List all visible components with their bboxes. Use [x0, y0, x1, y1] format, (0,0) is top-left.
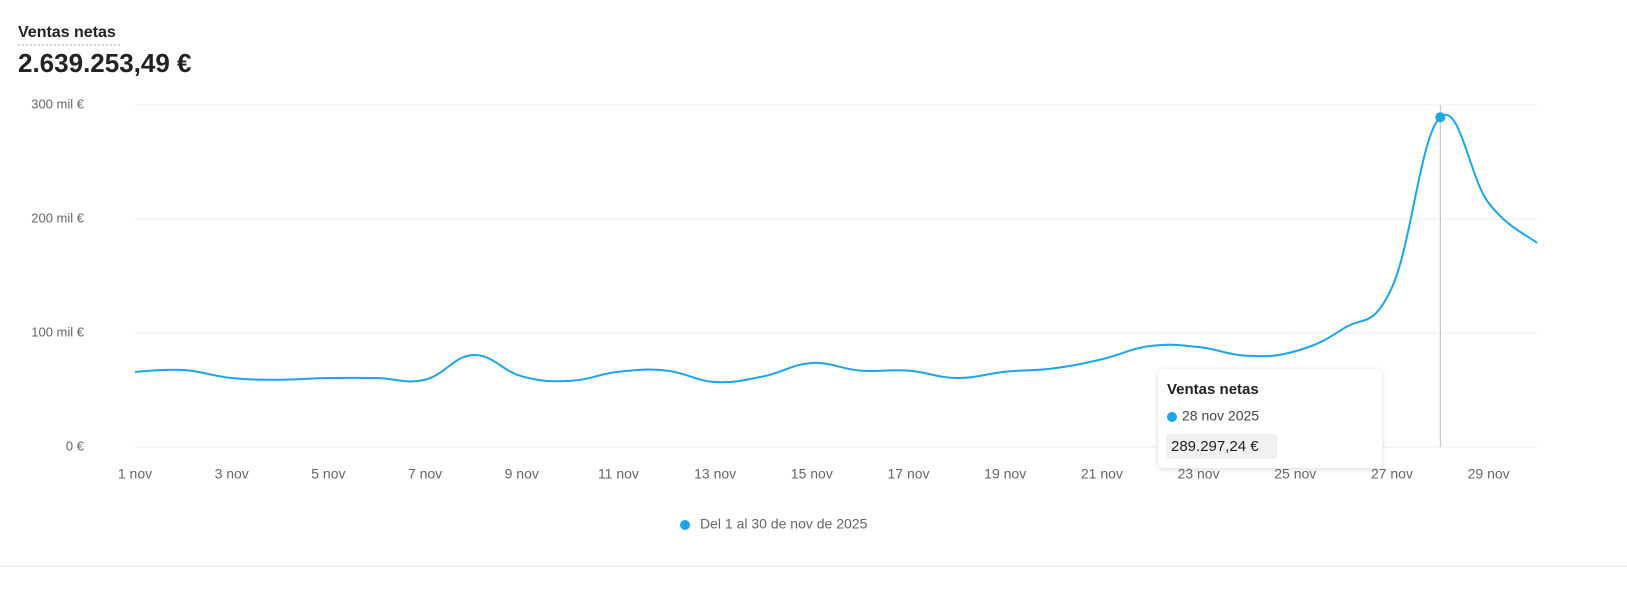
x-tick-label: 1 nov: [118, 466, 152, 482]
x-tick-label: 3 nov: [215, 466, 249, 482]
x-tick-label: 17 nov: [887, 466, 929, 482]
y-tick-label: 0 €: [66, 438, 85, 453]
x-tick-label: 7 nov: [408, 466, 442, 482]
x-tick-label: 23 nov: [1178, 466, 1220, 482]
line-series: [134, 113, 1538, 384]
y-tick-label: 300 mil €: [31, 96, 85, 111]
y-tick-label: 100 mil €: [31, 324, 85, 339]
x-tick-label: 13 nov: [694, 466, 736, 482]
tooltip-date: 28 nov 2025: [1182, 408, 1259, 424]
legend-label: Del 1 al 30 de nov de 2025: [700, 516, 868, 532]
x-tick-label: 5 nov: [311, 466, 345, 482]
total-value: 2.639.253,49 €: [18, 48, 192, 78]
x-tick-label: 27 nov: [1371, 466, 1413, 482]
x-tick-label: 21 nov: [1081, 466, 1123, 482]
y-tick-label: 200 mil €: [31, 210, 85, 225]
x-tick-label: 19 nov: [984, 466, 1026, 482]
chart-title: Ventas netas: [18, 24, 116, 41]
tooltip-value: 289.297,24 €: [1171, 438, 1259, 455]
legend-marker: [680, 520, 690, 530]
hover-point: [1435, 112, 1446, 123]
x-tick-label: 15 nov: [791, 466, 833, 482]
tooltip-value-bg: [1166, 434, 1277, 459]
x-tick-label: 9 nov: [505, 466, 539, 482]
x-tick-label: 25 nov: [1274, 466, 1316, 482]
x-tick-label: 29 nov: [1468, 466, 1510, 482]
tooltip-title: Ventas netas: [1167, 381, 1259, 398]
tooltip-dot: [1167, 412, 1177, 422]
x-tick-label: 11 nov: [598, 466, 639, 482]
